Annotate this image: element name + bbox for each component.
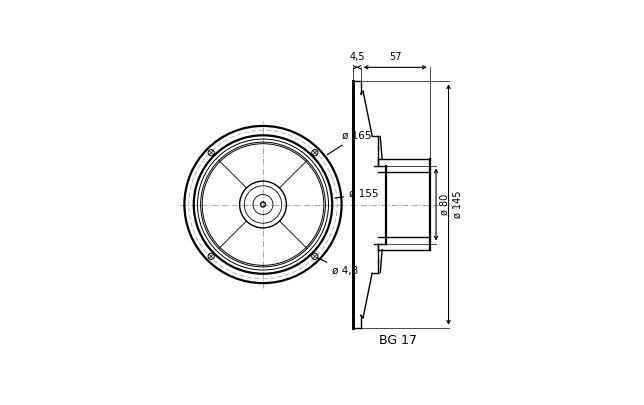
Text: ø 165: ø 165 <box>327 131 372 155</box>
Text: 57: 57 <box>389 52 401 62</box>
Text: ø 155: ø 155 <box>335 189 379 199</box>
Text: ø 145: ø 145 <box>452 191 462 218</box>
Text: ø 4,8: ø 4,8 <box>317 258 358 276</box>
Text: BG 17: BG 17 <box>379 334 417 347</box>
Text: ø 80: ø 80 <box>440 194 450 215</box>
Text: 4,5: 4,5 <box>349 52 365 62</box>
